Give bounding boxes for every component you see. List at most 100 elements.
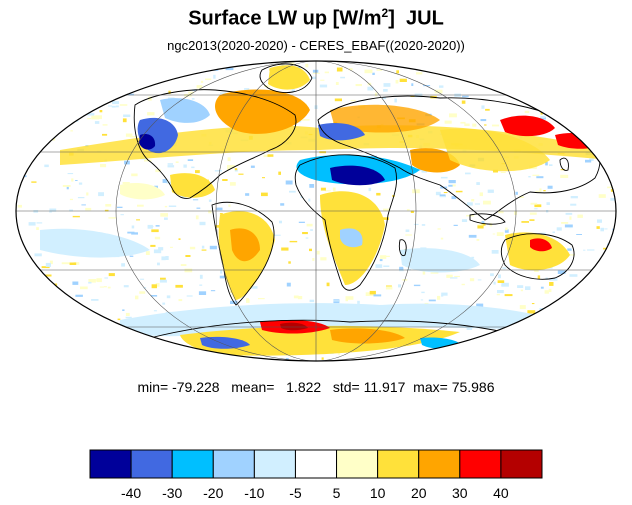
speckle-cell [312,72,320,74]
speckle-cell [105,204,112,207]
speckle-cell [122,309,125,311]
speckle-cell [41,266,50,269]
speckle-cell [383,265,390,267]
speckle-cell [131,225,135,229]
speckle-cell [125,76,133,78]
colorbar-swatch [418,449,461,479]
speckle-cell [51,63,58,68]
speckle-cell [565,96,572,100]
speckle-cell [504,294,513,297]
speckle-cell [428,299,436,302]
graticule [16,61,616,361]
speckle-cell [540,116,546,119]
canada-lightblue [160,98,210,123]
speckle-cell [534,208,538,210]
speckle-cell [336,67,343,72]
speckle-cell [159,279,167,283]
speckle-cell [17,204,22,208]
speckle-cell [464,123,470,126]
speckle-cell [61,262,70,265]
speckle-cell [55,357,58,360]
coastlines [133,63,601,339]
speckle-cell [577,214,583,218]
speckle-cell [121,76,130,80]
speckle-cell [157,262,160,266]
speckle-cell [36,227,39,230]
speckle-cell [605,85,611,88]
speckle-cell [40,275,43,279]
speckle-cell [79,352,86,354]
speckle-cell [137,204,144,207]
speckle-cell [78,182,83,185]
speckle-cell [364,69,373,74]
speckle-cell [309,184,315,188]
speckle-cell [229,182,236,186]
speckle-cell [281,247,289,251]
speckle-cell [524,110,530,114]
speckle-cell [492,233,496,235]
speckle-cell [69,209,73,212]
speckle-cell [545,277,548,280]
speckle-cell [39,118,47,120]
speckle-cell [168,205,177,207]
speckle-cell [49,260,53,265]
speckle-cell [484,124,487,126]
speckle-cell [213,74,216,79]
speckle-cell [443,192,448,194]
speckle-cell [26,138,30,140]
speckle-cell [104,277,108,279]
speckle-cell [398,284,401,288]
speckle-cell [529,212,537,215]
speckle-cell [491,65,499,68]
speckle-cell [289,240,298,243]
speckle-cell [258,298,265,300]
speckle-cell [155,225,160,227]
central-america-yellow [170,173,215,198]
speckle-cell [96,278,102,283]
speckle-cell [492,124,500,127]
speckle-cell [497,280,505,283]
speckle-cell [41,333,50,336]
speckle-cell [184,268,193,273]
speckle-cell [515,191,518,195]
colorbar-swatch [294,449,338,479]
speckle-cell [72,340,79,344]
speckle-cell [615,127,616,130]
speckle-cell [136,219,140,221]
speckle-cell [602,320,609,324]
speckle-cell [373,294,382,297]
speckle-cell [40,98,47,102]
speckle-cell [319,84,328,88]
speckle-cell [472,123,477,127]
speckle-cell [72,215,80,218]
speckle-cell [465,172,471,175]
speckle-cell [476,303,484,307]
speckle-cell [244,88,250,90]
speckle-cell [219,213,223,215]
speckle-cell [289,190,296,193]
speckle-cell [80,345,83,348]
speckle-cell [519,69,524,73]
speckle-cell [468,234,477,238]
speckle-cell [178,238,181,240]
speckle-cell [158,247,164,251]
colorbar-swatch [500,449,543,479]
meridian-90 [215,61,417,361]
speckle-cell [610,313,616,315]
speckle-cell [474,203,480,205]
speckle-cell [581,87,586,89]
speckle-cell [160,213,168,217]
speckle-cell [548,112,556,114]
speckle-cell [548,352,555,354]
speckle-cell [608,284,616,288]
speckle-cell [49,208,57,212]
speckle-cell [188,91,194,94]
speckle-cell [220,92,227,94]
speckle-cell [112,89,119,92]
speckle-cell [593,92,599,97]
coast-greenland [259,63,313,94]
speckle-cell [92,104,99,107]
speckle-cell [471,199,475,202]
speckle-cell [151,284,157,289]
colorbar-swatch [253,449,296,479]
